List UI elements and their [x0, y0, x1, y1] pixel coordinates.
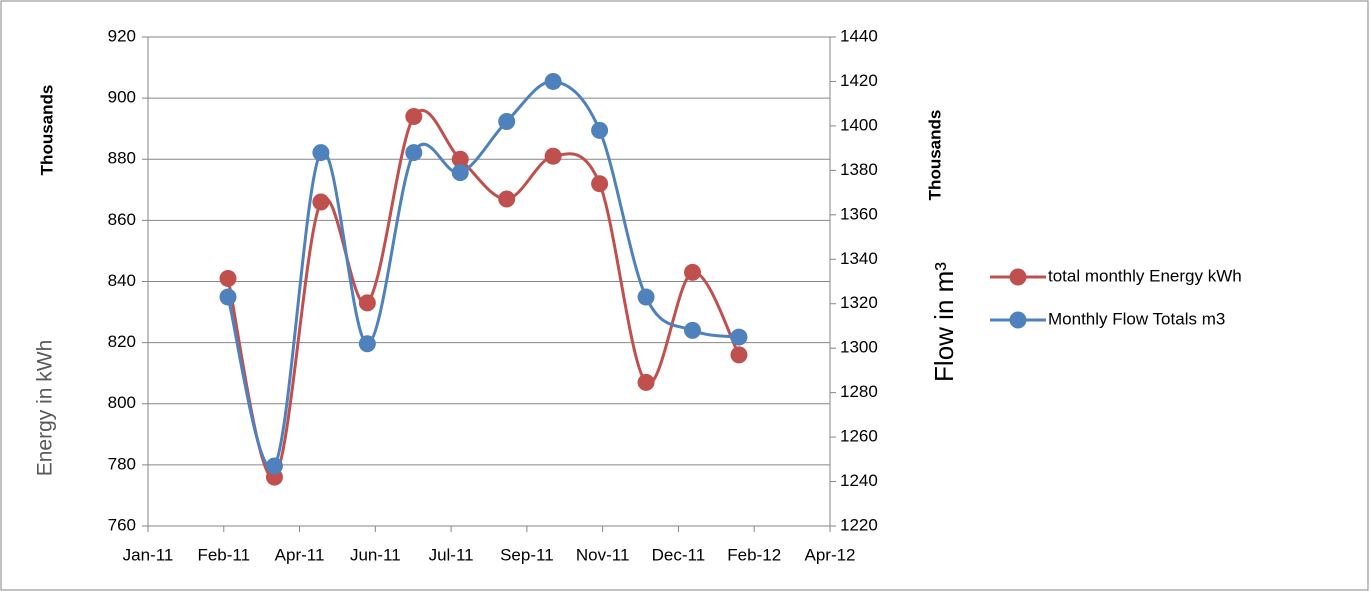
x-tick-label: Feb-12 — [727, 545, 781, 564]
series-point — [684, 321, 701, 339]
series-point — [451, 164, 469, 182]
y2-tick-label: 1420 — [840, 71, 878, 90]
series-point — [219, 288, 237, 306]
y2-tick-label: 1220 — [840, 515, 878, 534]
y2-tick-label: 1400 — [840, 115, 878, 134]
series-point — [730, 328, 748, 346]
series-point — [358, 335, 376, 353]
y-axis-label: Energy in kWh — [34, 340, 57, 477]
y2-tick-label: 1340 — [840, 249, 878, 268]
series-point — [405, 107, 423, 125]
series-point — [405, 144, 423, 162]
series-point — [451, 150, 469, 168]
series-line — [226, 108, 741, 479]
legend-label: Monthly Flow Totals m3 — [1048, 309, 1225, 328]
series-point — [637, 288, 655, 306]
y2-tick-label: 1320 — [840, 293, 878, 312]
x-tick-label: Dec-11 — [652, 545, 706, 564]
series-point — [591, 121, 609, 139]
series-point — [312, 144, 330, 162]
series-point — [730, 346, 748, 364]
legend-marker — [1009, 268, 1027, 286]
x-tick-label: Jun-11 — [350, 545, 401, 564]
series-point — [637, 373, 655, 391]
series-point — [265, 457, 283, 475]
y2-tick-label: 1300 — [840, 338, 878, 357]
legend-label: total monthly Energy kWh — [1048, 266, 1242, 285]
y-tick-label: 780 — [108, 454, 136, 473]
series-point — [219, 269, 237, 287]
y-tick-label: 900 — [108, 88, 136, 107]
y2-tick-label: 1380 — [840, 160, 878, 179]
y-tick-label: 840 — [108, 271, 136, 290]
x-tick-label: Jan-11 — [123, 545, 174, 564]
series-point — [498, 112, 516, 130]
y-tick-label: 880 — [108, 149, 136, 168]
series-point — [684, 263, 701, 281]
y2-tick-label: 1240 — [840, 471, 878, 490]
series-point — [591, 175, 609, 193]
y2-tick-label: 1440 — [840, 26, 878, 45]
series-point — [358, 294, 376, 312]
x-tick-label: Apr-12 — [804, 545, 855, 564]
y2-tick-label: 1260 — [840, 427, 878, 446]
series-point — [312, 193, 330, 211]
x-tick-label: Jul-11 — [429, 545, 474, 564]
y2-tick-label: 1280 — [840, 382, 878, 401]
y2-axis-unit: Thousands — [925, 110, 944, 201]
series-point — [544, 147, 562, 165]
y-tick-label: 760 — [108, 515, 136, 534]
series-point — [498, 190, 516, 208]
y-tick-label: 800 — [108, 393, 136, 412]
series-point — [544, 72, 562, 90]
y2-tick-label: 1360 — [840, 204, 878, 223]
series-line — [226, 79, 740, 470]
x-tick-label: Sep-11 — [500, 545, 554, 564]
y-axis-unit: Thousands — [37, 85, 56, 176]
y2-axis-label: Flow in m³ — [929, 262, 959, 382]
x-tick-label: Feb-11 — [197, 545, 250, 564]
y-tick-label: 860 — [108, 210, 136, 229]
x-tick-label: Apr-11 — [275, 545, 325, 564]
y-tick-label: 920 — [108, 26, 136, 45]
legend-marker — [1009, 311, 1027, 329]
x-tick-label: Nov-11 — [576, 545, 630, 564]
y-tick-label: 820 — [108, 332, 136, 351]
